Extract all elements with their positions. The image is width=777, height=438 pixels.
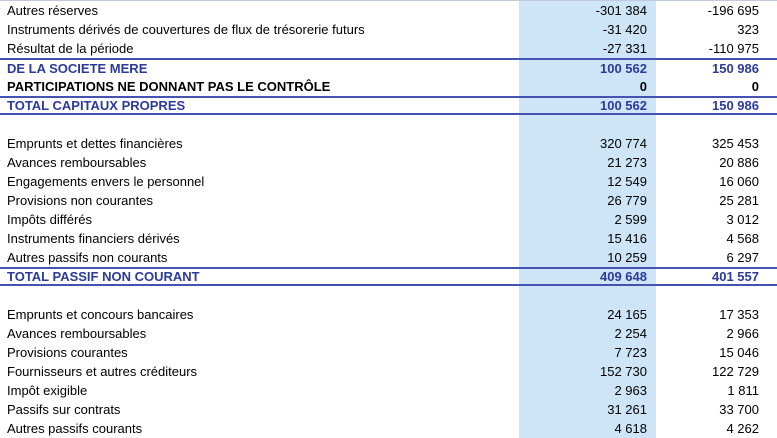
row-label: Autres passifs non courants [7,250,168,265]
row-value-previous: -110 975 [708,41,759,56]
row-value-previous: 33 700 [719,402,759,417]
table-row: Résultat de la période -27 331 -110 975 [0,39,777,58]
row-value-current: -301 384 [595,3,647,18]
table-row: Emprunts et concours bancaires 24 165 17 3… [0,305,777,324]
table-row: Passifs sur contrats 31 261 33 700 [0,400,777,419]
table-row: TOTAL PASSIF NON COURANT 409 648 401 557 [0,267,777,286]
row-value-previous: 15 046 [719,345,759,360]
table-row: Avances remboursables 2 254 2 966 [0,324,777,343]
table-row: Instruments dérivés de couvertures de fl… [0,20,777,39]
table-row: Provisions courantes 7 723 15 046 [0,343,777,362]
row-label: Passifs sur contrats [7,402,121,417]
row-value-current: 100 562 [600,61,647,76]
row-value-current: 10 259 [607,250,647,265]
table-row: DE LA SOCIETE MERE 100 562 150 986 [0,58,777,77]
spacer-row [0,115,777,134]
row-value-current: 12 549 [607,174,647,189]
row-label: DE LA SOCIETE MERE [7,61,148,76]
spacer-row [0,286,777,305]
row-label: Avances remboursables [7,326,147,341]
row-value-current: 409 648 [600,269,647,284]
table-row: Engagements envers le personnel 12 549 16 … [0,172,777,191]
row-label: Engagements envers le personnel [7,174,205,189]
table-row: Autres passifs courants 4 618 4 262 [0,419,777,438]
table-row: Provisions non courantes 26 779 25 281 [0,191,777,210]
row-label: Impôt exigible [7,383,88,398]
row-value-previous: 0 [751,79,759,94]
row-value-previous: 150 986 [712,98,759,113]
row-label: Fournisseurs et autres créditeurs [7,364,198,379]
table-row: PARTICIPATIONS NE DONNANT PAS LE CONTRÔL… [0,77,777,96]
row-value-current: 320 774 [600,136,647,151]
table-row: Autres réserves -301 384 -196 695 [0,1,777,20]
row-value-previous: 16 060 [719,174,759,189]
row-value-previous: 4 262 [726,421,759,436]
row-label: Avances remboursables [7,155,147,170]
row-label: Emprunts et dettes financières [7,136,183,151]
row-value-current: 2 599 [614,212,647,227]
row-label: Résultat de la période [7,41,134,56]
row-value-previous: 401 557 [712,269,759,284]
row-label: TOTAL PASSIF NON COURANT [7,269,200,284]
row-value-previous: 323 [737,22,759,37]
row-value-previous: 122 729 [712,364,759,379]
row-value-previous: 325 453 [712,136,759,151]
row-label: Autres passifs courants [7,421,143,436]
table-row: Avances remboursables 21 273 20 886 [0,153,777,172]
row-value-current: 21 273 [607,155,647,170]
row-value-current: -31 420 [602,22,647,37]
row-label: Instruments financiers dérivés [7,231,180,246]
row-value-previous: 20 886 [719,155,759,170]
row-value-previous: 1 811 [727,383,759,398]
table-row: TOTAL CAPITAUX PROPRES 100 562 150 986 [0,96,777,115]
row-value-current: 100 562 [600,98,647,113]
row-value-current: 2 963 [614,383,647,398]
row-label: Impôts différés [7,212,93,227]
row-value-previous: -196 695 [707,3,759,18]
row-label: Provisions non courantes [7,193,153,208]
row-value-current: 15 416 [607,231,647,246]
table-row: Instruments financiers dérivés 15 416 4 56… [0,229,777,248]
row-value-current: -27 331 [602,41,647,56]
table-row: Impôt exigible 2 963 1 811 [0,381,777,400]
row-label: PARTICIPATIONS NE DONNANT PAS LE CONTRÔL… [7,79,331,94]
row-label: TOTAL CAPITAUX PROPRES [7,98,186,113]
highlighted-column-background [519,1,656,438]
row-value-previous: 4 568 [726,231,759,246]
row-value-previous: 25 281 [719,193,759,208]
row-value-current: 26 779 [607,193,647,208]
table-row: Emprunts et dettes financières 320 774 325… [0,134,777,153]
row-value-current: 24 165 [607,307,647,322]
row-label: Emprunts et concours bancaires [7,307,194,322]
row-value-current: 31 261 [607,402,647,417]
table-row: Fournisseurs et autres créditeurs 152 730… [0,362,777,381]
row-label: Provisions courantes [7,345,128,360]
row-value-current: 4 618 [614,421,647,436]
table-row: Autres passifs non courants 10 259 6 297 [0,248,777,267]
row-value-current: 2 254 [614,326,647,341]
row-value-current: 0 [639,79,647,94]
table-row: Impôts différés 2 599 3 012 [0,210,777,229]
row-value-previous: 17 353 [719,307,759,322]
row-value-current: 152 730 [600,364,647,379]
row-label: Instruments dérivés de couvertures de fl… [7,22,365,37]
row-value-current: 7 723 [614,345,647,360]
row-value-previous: 3 012 [726,212,759,227]
row-value-previous: 150 986 [712,61,759,76]
row-value-previous: 6 297 [726,250,759,265]
row-value-previous: 2 966 [726,326,759,341]
row-label: Autres réserves [7,3,99,18]
